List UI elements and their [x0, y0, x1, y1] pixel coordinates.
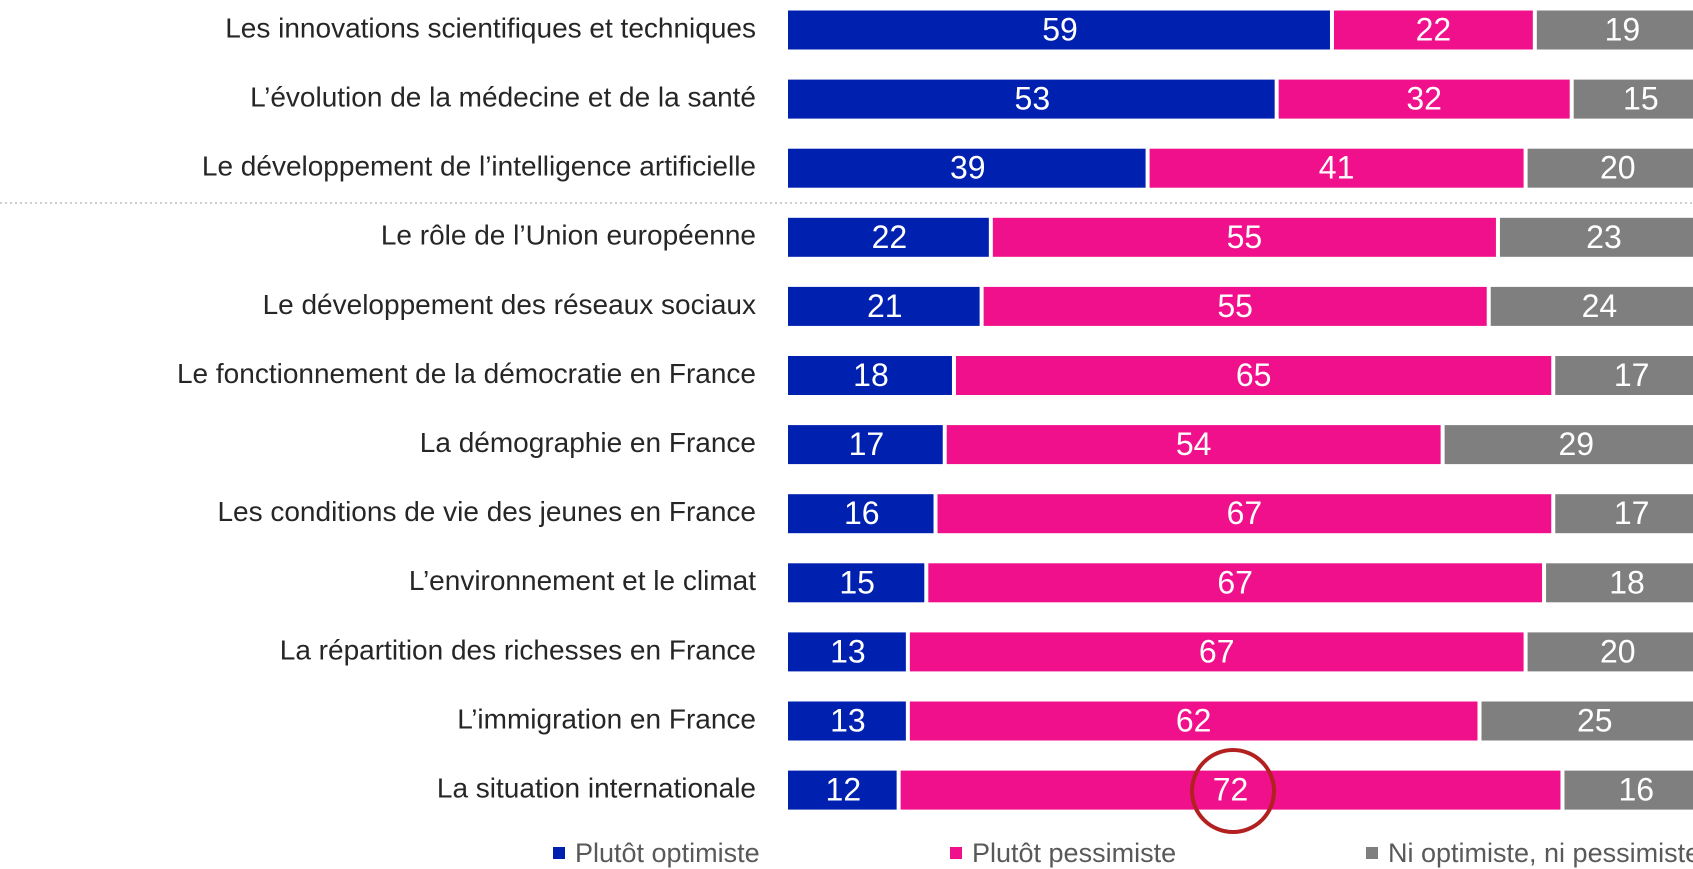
- bar-segment: [788, 356, 952, 395]
- category-label: Les conditions de vie des jeunes en Fran…: [217, 496, 756, 527]
- category-label: Le rôle de l’Union européenne: [381, 220, 756, 251]
- bar-segment: [1564, 770, 1693, 810]
- bar-segment: [946, 425, 1441, 465]
- bar-segment: [983, 286, 1487, 326]
- category-label: Le fonctionnement de la démocratie en Fr…: [177, 358, 756, 389]
- bar-segment: [1490, 286, 1693, 326]
- bar-segment: [1527, 632, 1693, 672]
- value-label: 55: [1217, 288, 1253, 324]
- bar-segment: [1333, 10, 1533, 50]
- legend-swatch: [553, 847, 565, 859]
- value-label: 17: [1614, 357, 1650, 393]
- category-label: L’évolution de la médecine et de la sant…: [250, 81, 756, 112]
- bar-segment: [1546, 563, 1693, 603]
- category-label: Le développement des réseaux sociaux: [263, 289, 756, 320]
- category-label: La répartition des richesses en France: [280, 634, 756, 665]
- value-label: 53: [1015, 81, 1051, 117]
- value-label: 17: [849, 426, 885, 462]
- value-label: 62: [1176, 702, 1212, 738]
- value-label: 20: [1600, 150, 1636, 186]
- bar-segment: [1444, 425, 1693, 465]
- value-label: 17: [1614, 495, 1650, 531]
- bar-segment: [1527, 148, 1693, 188]
- value-label: 29: [1559, 426, 1595, 462]
- value-label: 16: [1618, 772, 1654, 808]
- value-label: 65: [1236, 357, 1272, 393]
- legend-swatch: [950, 847, 962, 859]
- value-label: 32: [1406, 81, 1442, 117]
- value-label: 59: [1042, 11, 1078, 47]
- value-label: 15: [839, 564, 875, 600]
- bar-segment: [1555, 494, 1693, 534]
- category-label: L’immigration en France: [457, 703, 756, 734]
- bar-segment: [1499, 217, 1693, 257]
- value-label: 41: [1319, 150, 1355, 186]
- legend-label: Ni optimiste, ni pessimiste: [1388, 838, 1693, 868]
- value-label: 24: [1582, 288, 1618, 324]
- bars: Les innovations scientifiques et techniq…: [177, 10, 1693, 868]
- bar-segment: [1536, 10, 1693, 50]
- bar-segment: [1573, 79, 1693, 119]
- value-label: 22: [872, 219, 908, 255]
- bar-segment: [909, 701, 1478, 741]
- value-label: 16: [844, 495, 880, 531]
- bar-segment: [900, 770, 1561, 810]
- category-label: Les innovations scientifiques et techniq…: [225, 12, 756, 43]
- value-label: 39: [950, 150, 986, 186]
- value-label: 72: [1213, 772, 1249, 808]
- value-label: 67: [1227, 495, 1263, 531]
- bar-segment: [1278, 79, 1570, 119]
- bar-segment: [788, 217, 989, 257]
- legend-label: Plutôt optimiste: [575, 838, 760, 868]
- bar-segment: [937, 494, 1552, 534]
- bar-segment: [788, 563, 925, 603]
- value-label: 13: [830, 702, 866, 738]
- value-label: 67: [1199, 633, 1235, 669]
- legend-swatch: [1366, 847, 1378, 859]
- bar-segment: [1555, 356, 1693, 395]
- value-label: 13: [830, 633, 866, 669]
- category-label: L’environnement et le climat: [409, 565, 756, 596]
- bar-segment: [1481, 701, 1693, 741]
- bar-segment: [788, 770, 897, 810]
- bar-segment: [788, 10, 1330, 50]
- value-label: 18: [1609, 564, 1645, 600]
- value-label: 23: [1586, 219, 1622, 255]
- highlight-circle: [1190, 748, 1276, 834]
- value-label: 55: [1227, 219, 1263, 255]
- bar-segment: [788, 286, 980, 326]
- value-label: 25: [1577, 702, 1613, 738]
- bar-segment: [788, 494, 934, 534]
- value-label: 15: [1623, 81, 1659, 117]
- value-label: 12: [826, 772, 862, 808]
- category-label: Le développement de l’intelligence artif…: [202, 151, 756, 182]
- value-label: 54: [1176, 426, 1212, 462]
- value-label: 21: [867, 288, 903, 324]
- value-label: 67: [1217, 564, 1253, 600]
- bar-segment: [788, 79, 1275, 119]
- value-label: 18: [853, 357, 889, 393]
- bar-segment: [788, 148, 1146, 188]
- bar-segment: [1149, 148, 1524, 188]
- bar-segment: [788, 425, 943, 465]
- value-label: 20: [1600, 633, 1636, 669]
- category-label: La situation internationale: [437, 772, 756, 803]
- bar-segment: [928, 563, 1543, 603]
- bar-segment: [992, 217, 1496, 257]
- value-label: 19: [1605, 11, 1641, 47]
- bar-segment: [788, 632, 906, 672]
- value-label: 22: [1416, 11, 1452, 47]
- bar-segment: [955, 356, 1552, 395]
- bar-segment: [788, 701, 906, 741]
- category-label: La démographie en France: [420, 427, 756, 458]
- legend-label: Plutôt pessimiste: [972, 838, 1176, 868]
- bar-segment: [909, 632, 1524, 672]
